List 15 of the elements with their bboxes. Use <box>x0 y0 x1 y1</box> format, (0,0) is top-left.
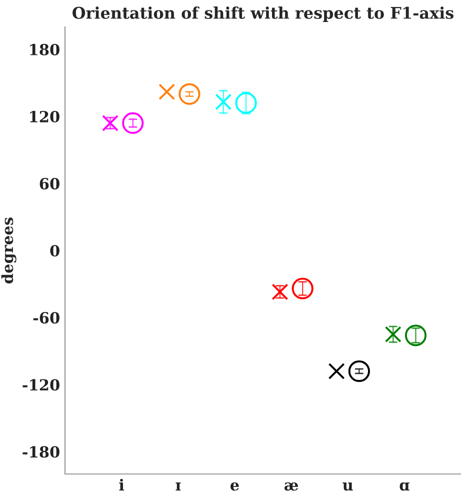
y-tick-label: 60 <box>40 178 60 190</box>
y-tick-label: -180 <box>22 446 60 458</box>
y-axis-title: degrees <box>1 218 16 284</box>
y-tick-label: 120 <box>30 110 60 122</box>
x-tick-label: æ <box>284 482 298 491</box>
x-tick-label: e <box>230 482 239 491</box>
x-tick-label: ɑ <box>400 482 410 491</box>
chart-title: Orientation of shift with respect to F1-axis <box>72 6 454 22</box>
y-tick-label: 180 <box>30 44 60 56</box>
x-tick-label: ɪ <box>176 482 181 490</box>
y-tick-label: -60 <box>33 312 60 324</box>
y-tick-label: 0 <box>50 244 60 257</box>
x-tick-label: i <box>119 478 124 490</box>
y-tick-label: -120 <box>22 379 60 391</box>
x-tick-label: u <box>342 482 353 491</box>
